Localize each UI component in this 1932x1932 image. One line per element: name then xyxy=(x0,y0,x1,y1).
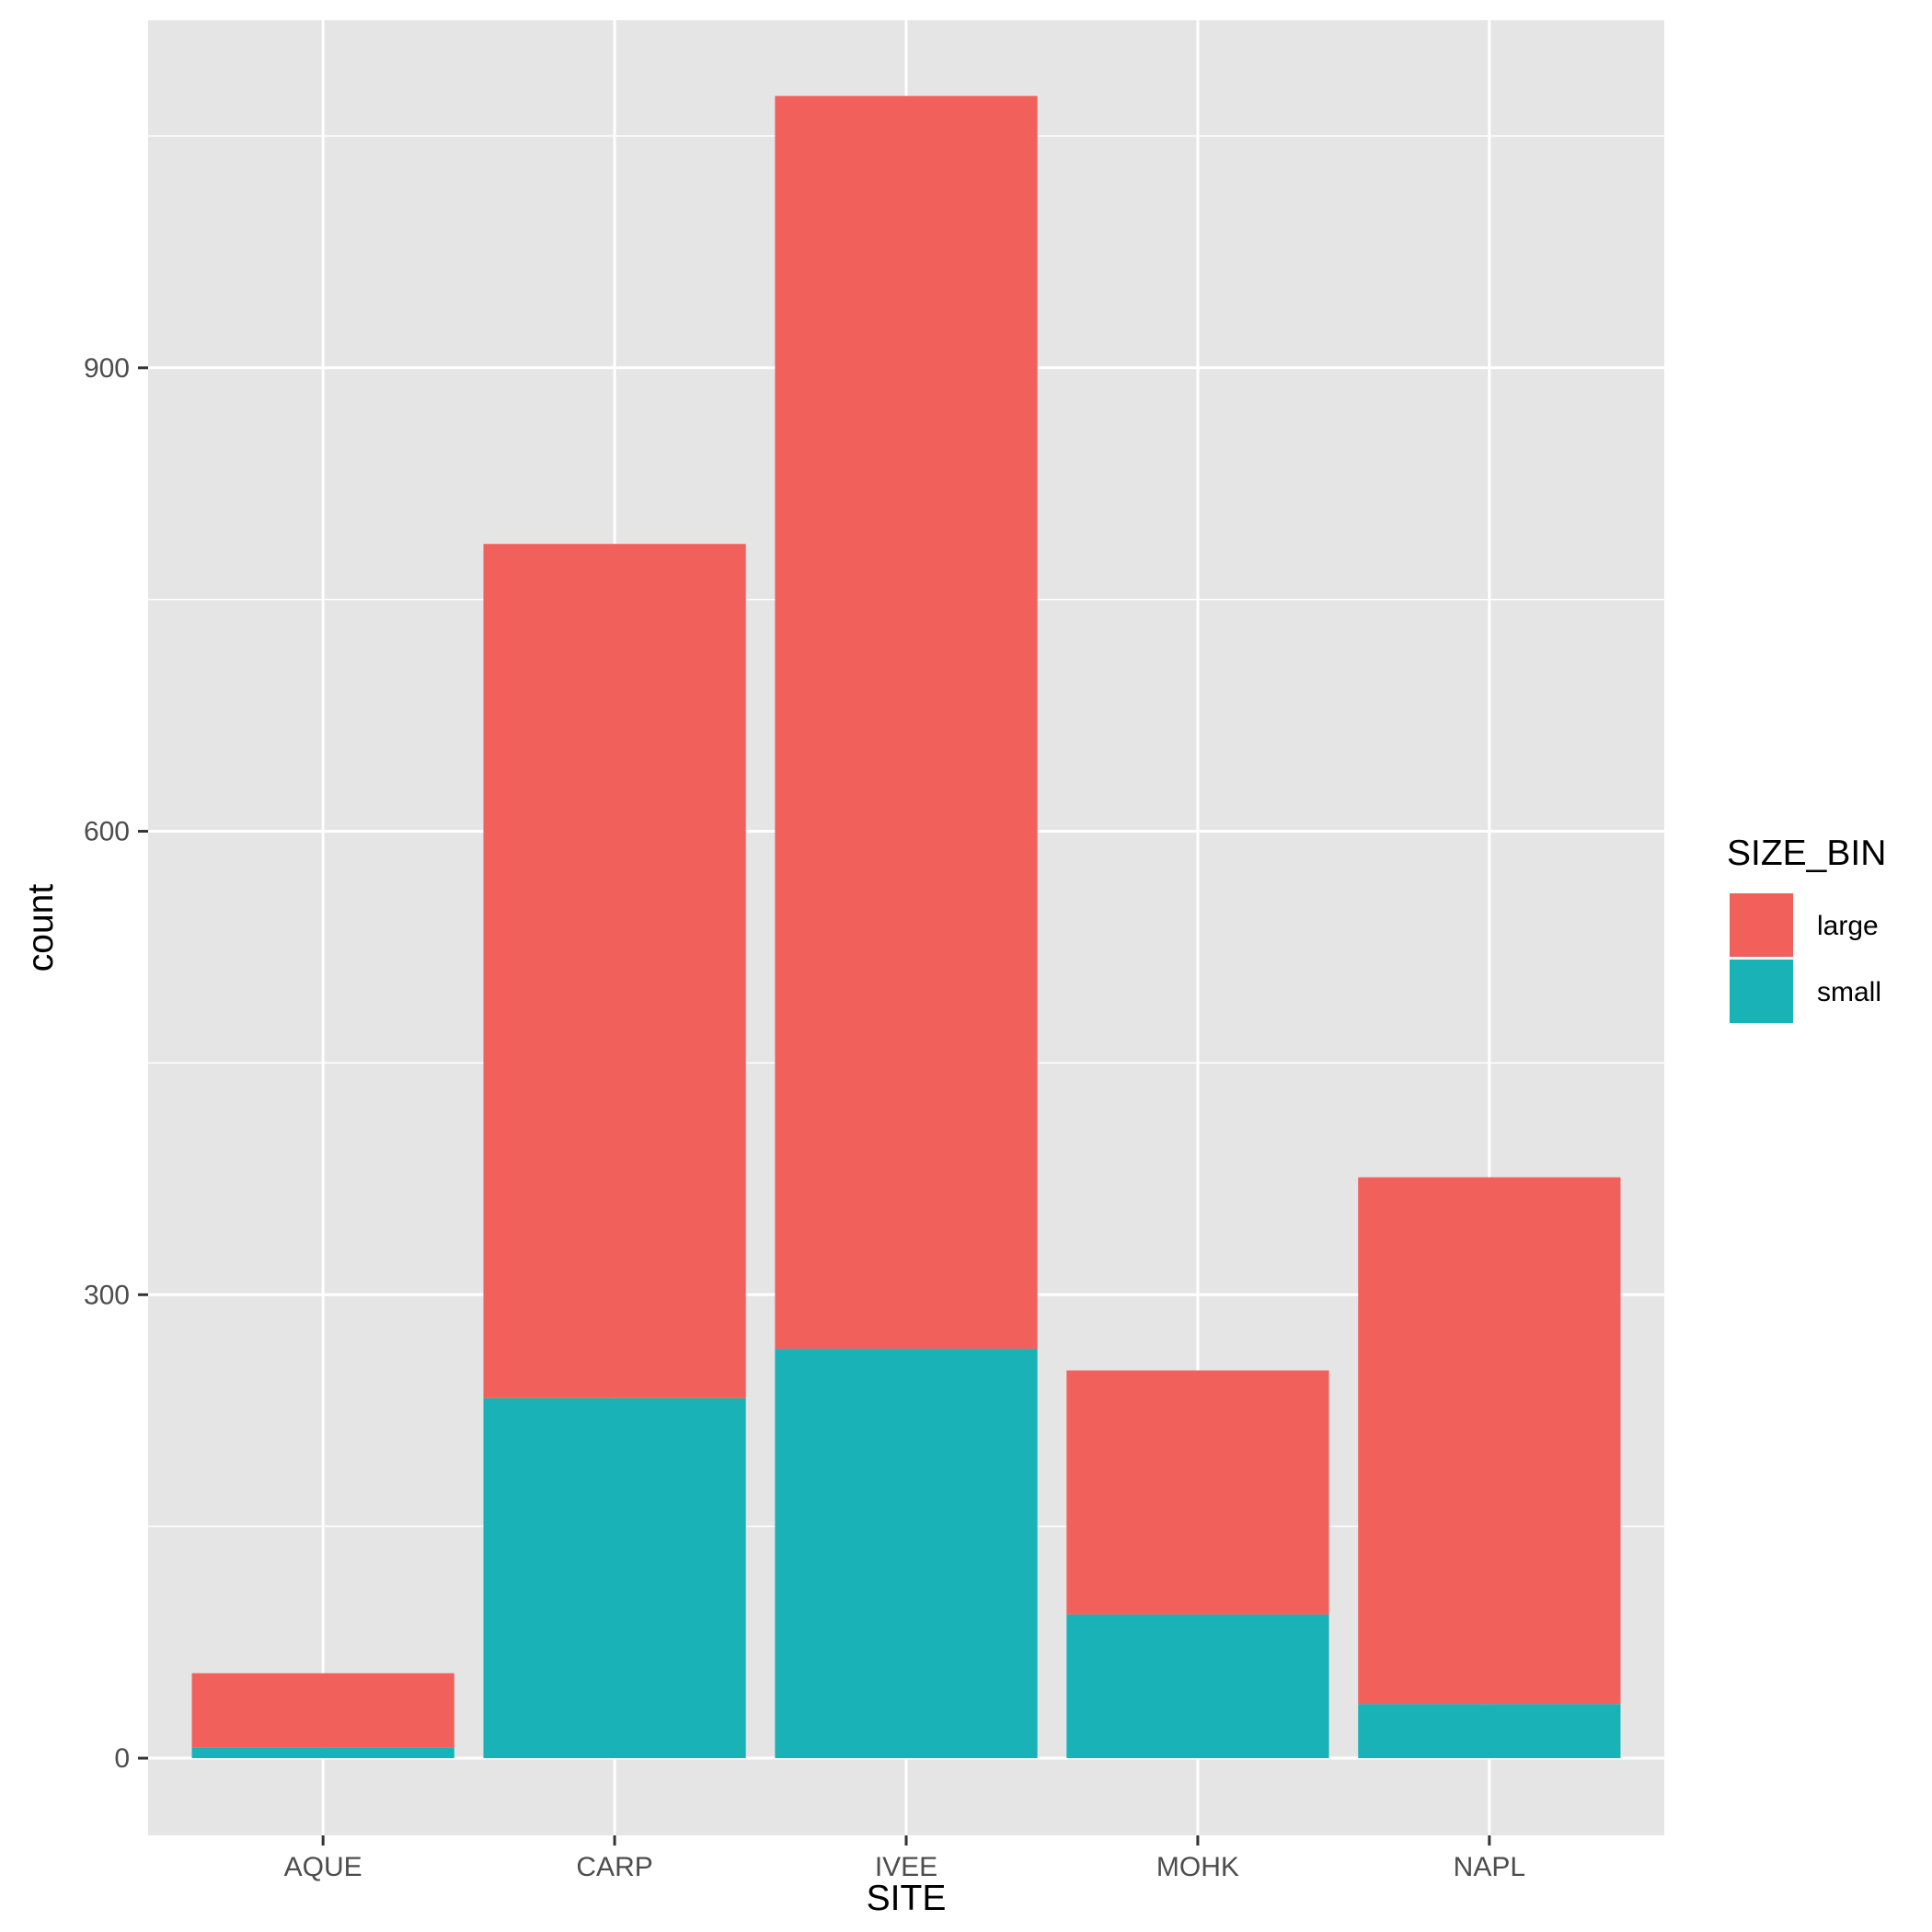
legend-key-large xyxy=(1730,893,1793,957)
legend-label-large: large xyxy=(1817,911,1879,941)
legend-label-small: small xyxy=(1817,977,1881,1007)
bar-series xyxy=(191,96,1621,1759)
bar-mohk-large xyxy=(1066,1370,1329,1615)
y-axis: 0 300 600 900 xyxy=(84,353,148,1774)
bar-ivee-small xyxy=(775,1349,1038,1759)
bar-mohk-small xyxy=(1066,1614,1329,1759)
bar-carp-large xyxy=(483,544,746,1398)
x-tick-label-ivee: IVEE xyxy=(875,1852,937,1882)
bar-aque-large xyxy=(191,1673,454,1748)
legend-items: large small xyxy=(1730,893,1881,1023)
x-axis-title: SITE xyxy=(867,1879,947,1918)
bar-aque-small xyxy=(191,1747,454,1759)
y-tick-label: 600 xyxy=(84,817,130,847)
y-axis-title: count xyxy=(21,884,61,972)
legend: SIZE_BIN large small xyxy=(1727,834,1886,1023)
y-tick-label: 300 xyxy=(84,1280,130,1310)
x-tick-label-mohk: MOHK xyxy=(1156,1852,1239,1882)
y-tick-label: 0 xyxy=(114,1743,130,1774)
bar-napl-small xyxy=(1358,1704,1621,1759)
bar-napl-large xyxy=(1358,1177,1621,1705)
x-tick-label-carp: CARP xyxy=(576,1852,652,1882)
x-tick-label-napl: NAPL xyxy=(1454,1852,1525,1882)
x-axis: AQUE CARP IVEE MOHK NAPL xyxy=(284,1835,1525,1882)
y-tick-label: 900 xyxy=(84,353,130,384)
bar-carp-small xyxy=(483,1397,746,1759)
legend-key-small xyxy=(1730,960,1793,1023)
bar-ivee-large xyxy=(775,96,1038,1350)
legend-title: SIZE_BIN xyxy=(1727,834,1886,873)
x-tick-label-aque: AQUE xyxy=(284,1852,362,1882)
